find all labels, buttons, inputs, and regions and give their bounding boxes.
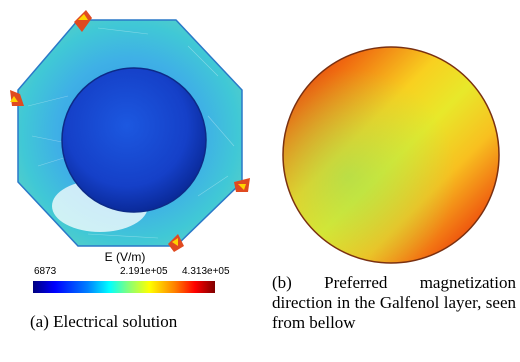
colorbar-tick-max: 4.313e+05 — [182, 266, 230, 277]
colorbar-title: E (V/m) — [104, 250, 146, 264]
electric-field-plot — [10, 10, 250, 252]
panel-a-electrical-solution: E (V/m) 6873 2.191e+05 4.313e+05 (a) Ele… — [0, 0, 250, 362]
center-disc — [61, 67, 207, 213]
galfenol-rim — [282, 46, 500, 264]
galfenol-tint — [283, 47, 499, 263]
panel-b-magnetization: (b) Preferred magnetization direction in… — [262, 0, 520, 362]
magnetization-plot — [282, 46, 500, 264]
colorbar — [33, 281, 215, 293]
hotspots — [10, 10, 250, 252]
colorbar-tick-mid: 2.191e+05 — [120, 266, 168, 277]
caption-b: (b) Preferred magnetization direction in… — [272, 273, 516, 332]
colorbar-tick-min: 6873 — [34, 266, 57, 277]
caption-a: (a) Electrical solution — [30, 312, 178, 331]
